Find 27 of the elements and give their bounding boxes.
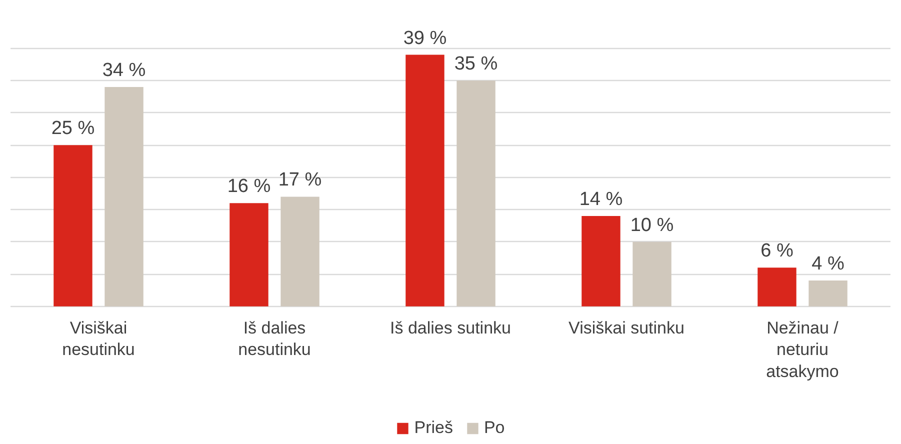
legend-label: Po xyxy=(484,418,505,438)
x-tick-label: Iš dalies sutinku xyxy=(390,318,511,338)
bar xyxy=(406,54,444,306)
x-tick-label: Visiškai nesutinku xyxy=(62,318,135,360)
data-label: 4 % xyxy=(812,254,844,275)
data-label: 34 % xyxy=(102,60,146,82)
bar xyxy=(54,145,92,306)
bar xyxy=(104,87,144,306)
legend-label: Prieš xyxy=(414,418,453,438)
bar xyxy=(230,203,268,306)
x-tick-label: Iš dalies nesutinku xyxy=(238,318,311,360)
x-tick-label: Nežinau / neturiu atsakymo xyxy=(766,318,839,382)
data-label: 35 % xyxy=(454,54,498,75)
bar xyxy=(758,268,796,306)
data-label: 39 % xyxy=(403,28,447,49)
bar xyxy=(582,216,620,306)
data-label: 17 % xyxy=(278,170,322,191)
bar xyxy=(808,280,848,306)
data-label: 6 % xyxy=(760,240,794,262)
bar xyxy=(632,242,672,306)
data-label: 14 % xyxy=(579,189,623,210)
bar xyxy=(280,196,320,306)
data-label: 16 % xyxy=(227,176,271,198)
data-label: 10 % xyxy=(630,214,674,236)
bar xyxy=(456,80,496,306)
data-label: 25 % xyxy=(51,118,95,140)
x-tick-label: Visiškai sutinku xyxy=(568,318,684,338)
